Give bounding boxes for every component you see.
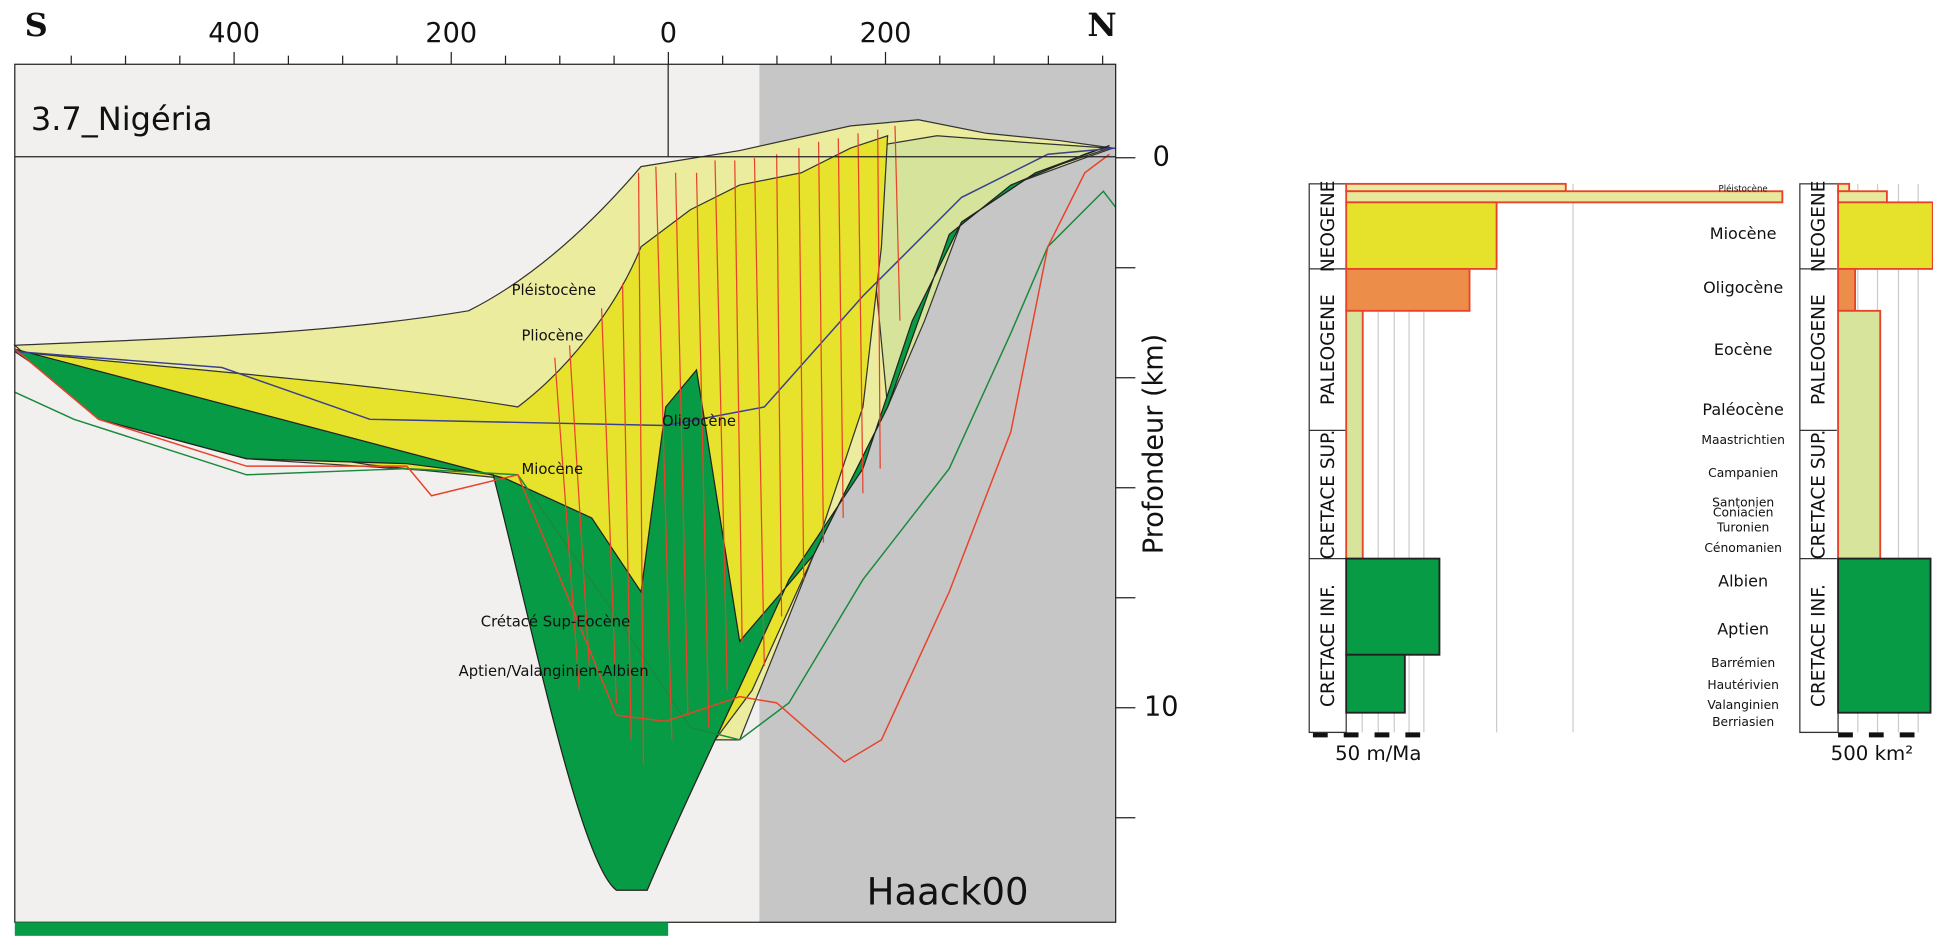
fault xyxy=(600,308,618,703)
rate-bar xyxy=(1345,309,1364,560)
north-label: N xyxy=(1087,6,1116,44)
period-label: NEOGENE xyxy=(1809,181,1830,273)
cretaceous-layer xyxy=(14,145,1110,891)
y-tick-label: 0 xyxy=(1153,141,1170,172)
fault xyxy=(894,125,901,321)
area-bar xyxy=(1837,267,1857,312)
area-bar xyxy=(1837,309,1882,560)
fault xyxy=(734,160,743,642)
fault xyxy=(837,138,844,518)
rate-bar xyxy=(1345,557,1441,656)
south-label: S xyxy=(25,6,48,44)
stage-label: Barrémien xyxy=(1711,656,1775,670)
stage-label: Turonien xyxy=(1716,520,1769,534)
horizon-line xyxy=(14,190,1117,741)
fault xyxy=(753,157,765,666)
period-label: CRETACE INF. xyxy=(1318,584,1339,707)
horizon-line xyxy=(14,153,1110,763)
stage-label: Hautérivien xyxy=(1707,678,1779,692)
x-tick-label: 400 xyxy=(208,18,260,49)
scale-label: 500 km² xyxy=(1831,742,1913,765)
section-title: 3.7_Nigéria xyxy=(31,100,213,138)
rate-bar xyxy=(1345,201,1498,270)
period-label: CRETACE SUP. xyxy=(1809,430,1830,559)
fault xyxy=(798,148,805,580)
fault xyxy=(568,345,590,666)
x-tick-label: 200 xyxy=(425,18,477,49)
y-axis-title: Profondeur (km) xyxy=(1139,334,1170,554)
fault xyxy=(621,283,632,740)
fault xyxy=(554,357,581,691)
layer-label: Miocène xyxy=(521,461,583,478)
rate-bar xyxy=(1345,182,1567,193)
legend-bar xyxy=(14,922,669,936)
stage-label: Cénomanien xyxy=(1704,541,1782,555)
fault xyxy=(695,172,710,728)
rate-bar xyxy=(1345,267,1471,312)
scale-label: 50 m/Ma xyxy=(1335,742,1421,765)
layer-label: Aptien/Valanginien-Albien xyxy=(459,663,649,680)
area-bar xyxy=(1837,201,1933,270)
stage-label: Oligocène xyxy=(1703,278,1783,297)
layer-label: Pléistocène xyxy=(512,282,596,299)
fault xyxy=(776,154,783,617)
layer-label: Pliocène xyxy=(521,328,583,345)
x-tick-label: 200 xyxy=(860,18,912,49)
fault xyxy=(857,133,864,494)
source-label: Haack00 xyxy=(867,870,1029,913)
period-label: CRETACE INF. xyxy=(1809,584,1830,707)
fault xyxy=(655,166,673,740)
stage-label: Miocène xyxy=(1710,224,1777,243)
rate-bar xyxy=(1345,190,1784,204)
fault xyxy=(714,160,728,691)
faults xyxy=(554,125,901,765)
area-bar xyxy=(1837,557,1932,714)
period-label: NEOGENE xyxy=(1318,181,1339,273)
area-bar xyxy=(1837,182,1851,193)
layer-label: Oligocène xyxy=(662,413,736,430)
layer-label: Crétacé Sup-Eocène xyxy=(481,614,630,631)
fault xyxy=(877,129,881,469)
fault xyxy=(674,172,689,716)
stage-label: Valanginien xyxy=(1707,698,1779,712)
stage-label: Campanien xyxy=(1708,466,1778,480)
horizon-line xyxy=(14,147,1116,427)
area-bar xyxy=(1837,190,1888,204)
x-tick-label: 0 xyxy=(660,18,677,49)
y-tick-label: 10 xyxy=(1144,691,1179,722)
fault xyxy=(637,172,645,765)
period-label: CRETACE SUP. xyxy=(1318,430,1339,559)
stage-label: Pléistocène xyxy=(1719,183,1768,194)
fault xyxy=(817,141,825,543)
stage-label: Maastrichtien xyxy=(1701,433,1785,447)
stage-label: Coniacien xyxy=(1713,505,1773,519)
stage-label: Aptien xyxy=(1717,620,1769,639)
stage-label: Eocène xyxy=(1714,340,1773,359)
stage-label: Paléocène xyxy=(1702,400,1784,419)
rate-bar xyxy=(1345,653,1406,714)
stage-label: Albien xyxy=(1718,572,1768,591)
stage-label: Santonien xyxy=(1712,496,1774,510)
period-label: PALEOGENE xyxy=(1318,294,1339,405)
period-label: PALEOGENE xyxy=(1809,294,1830,405)
stage-label: Berriasien xyxy=(1712,715,1774,729)
